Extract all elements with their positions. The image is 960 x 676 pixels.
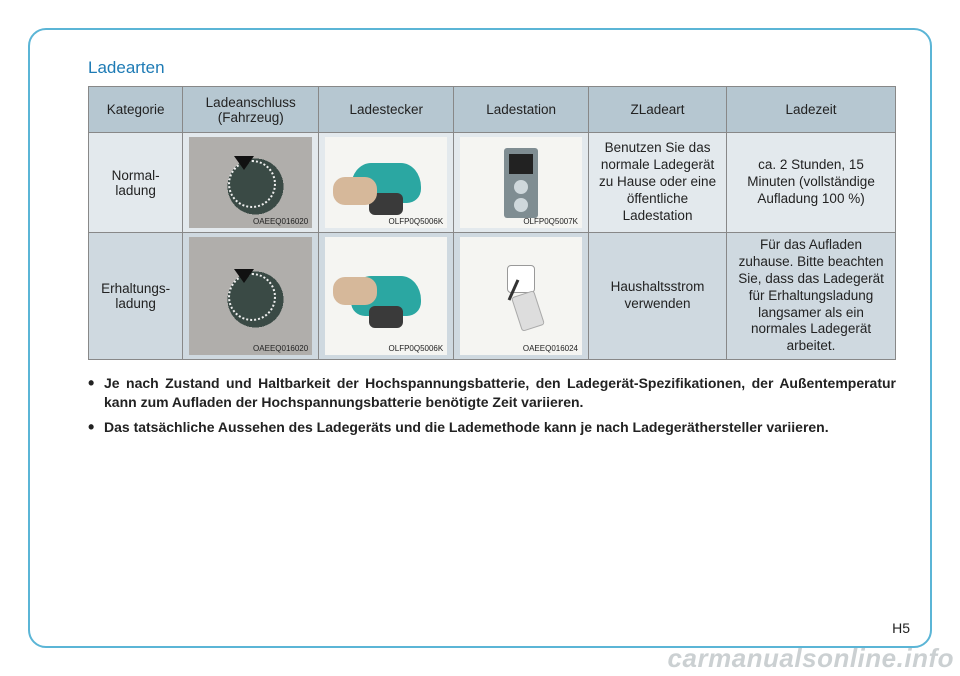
image-code: OLFP0Q5006K bbox=[389, 217, 444, 226]
zladeart-trickle: Haushaltsstrom verwenden bbox=[589, 233, 727, 360]
hand-icon bbox=[333, 177, 377, 205]
watermark: carmanualsonline.info bbox=[668, 643, 954, 674]
section-title: Ladearten bbox=[88, 58, 896, 78]
page-number: H5 bbox=[892, 620, 910, 636]
page-frame: Ladearten Kategorie Ladeanschluss (Fahrz… bbox=[28, 28, 932, 648]
footnote-item: Das tatsächliche Aussehen des Ladegeräts… bbox=[88, 418, 896, 437]
table-row: Normal- ladung OAEEQ016020 OLFP0Q5006K bbox=[89, 133, 896, 233]
footnotes: Je nach Zustand und Haltbarkeit der Hoch… bbox=[88, 374, 896, 437]
hand-icon bbox=[333, 277, 377, 305]
col-ladestecker: Ladestecker bbox=[319, 87, 454, 133]
img-station-normal: OLFP0Q5007K bbox=[454, 133, 589, 233]
ladezeit-normal: ca. 2 Stunden, 15 Minuten (vollständige … bbox=[727, 133, 896, 233]
charging-station-icon bbox=[504, 148, 538, 218]
category-normal: Normal- ladung bbox=[89, 133, 183, 233]
charge-port-icon bbox=[206, 148, 296, 218]
table-row: Erhaltungs- ladung OAEEQ016020 OLFP0Q500… bbox=[89, 233, 896, 360]
zladeart-normal: Benutzen Sie das normale Ladegerät zu Ha… bbox=[589, 133, 727, 233]
img-port-normal: OAEEQ016020 bbox=[183, 133, 319, 233]
col-kategorie: Kategorie bbox=[89, 87, 183, 133]
image-code: OLFP0Q5007K bbox=[523, 217, 578, 226]
charge-port-icon bbox=[206, 261, 296, 331]
image-code: OAEEQ016020 bbox=[253, 344, 308, 353]
footnote-item: Je nach Zustand und Haltbarkeit der Hoch… bbox=[88, 374, 896, 412]
ladezeit-trickle: Für das Aufladen zuhause. Bitte beachten… bbox=[727, 233, 896, 360]
col-ladeanschluss: Ladeanschluss (Fahrzeug) bbox=[183, 87, 319, 133]
wall-outlet-icon bbox=[498, 261, 544, 331]
category-trickle: Erhaltungs- ladung bbox=[89, 233, 183, 360]
table-header-row: Kategorie Ladeanschluss (Fahrzeug) Lades… bbox=[89, 87, 896, 133]
image-code: OLFP0Q5006K bbox=[389, 344, 444, 353]
img-plug-trickle: OLFP0Q5006K bbox=[319, 233, 454, 360]
col-ladezeit: Ladezeit bbox=[727, 87, 896, 133]
image-code: OAEEQ016024 bbox=[523, 344, 578, 353]
img-plug-normal: OLFP0Q5006K bbox=[319, 133, 454, 233]
img-port-trickle: OAEEQ016020 bbox=[183, 233, 319, 360]
img-station-trickle: OAEEQ016024 bbox=[454, 233, 589, 360]
image-code: OAEEQ016020 bbox=[253, 217, 308, 226]
col-zladeart: ZLadeart bbox=[589, 87, 727, 133]
charging-types-table: Kategorie Ladeanschluss (Fahrzeug) Lades… bbox=[88, 86, 896, 360]
col-ladestation: Ladestation bbox=[454, 87, 589, 133]
